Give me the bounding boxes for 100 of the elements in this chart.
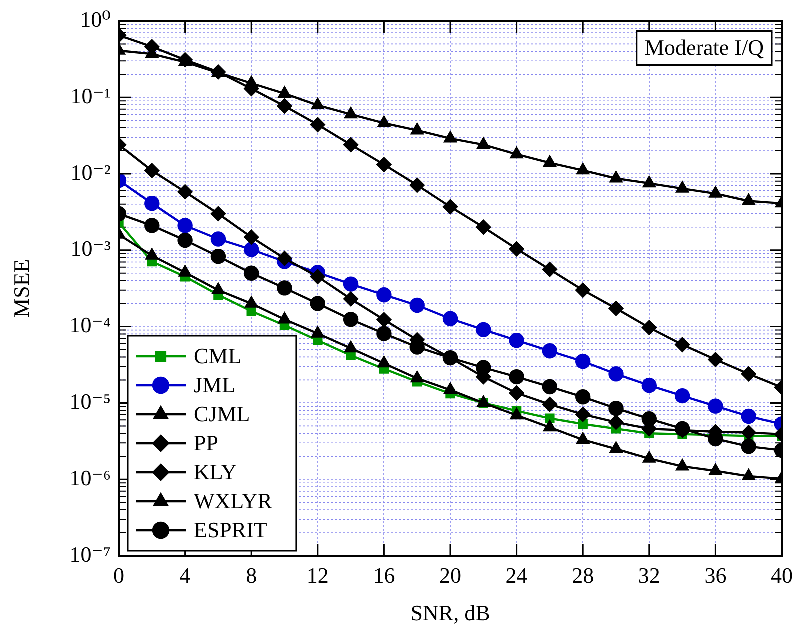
point [410, 178, 425, 193]
point [509, 369, 524, 385]
point [476, 360, 492, 376]
point [144, 196, 160, 212]
point [145, 248, 159, 260]
x-axis-title: SNR, dB [410, 600, 490, 626]
point [344, 106, 358, 119]
point [278, 312, 292, 324]
x-tick-label: 12 [306, 562, 329, 588]
point [244, 242, 260, 258]
point [509, 386, 524, 401]
point [576, 354, 591, 370]
point [576, 162, 590, 175]
point [178, 265, 192, 277]
point [410, 298, 425, 314]
point [410, 122, 424, 135]
point [642, 411, 657, 427]
x-tick-label: 28 [572, 562, 594, 588]
point [343, 276, 359, 292]
point [510, 146, 524, 159]
point [576, 282, 591, 298]
point [310, 269, 326, 284]
point [610, 171, 623, 183]
point [442, 311, 458, 326]
point [542, 396, 558, 412]
x-tick-label: 0 [114, 562, 124, 588]
point [543, 155, 557, 168]
point [378, 116, 391, 128]
point [376, 287, 392, 303]
point [210, 248, 226, 264]
point [741, 425, 756, 440]
point [444, 131, 458, 143]
point [542, 344, 558, 359]
point [244, 266, 260, 281]
point [144, 163, 160, 178]
x-tick-label: 24 [506, 562, 528, 588]
legend-label: CJML [194, 401, 250, 426]
point [476, 322, 492, 338]
point [708, 398, 724, 414]
point [476, 137, 490, 150]
point [310, 296, 326, 312]
point [277, 98, 292, 114]
point [608, 366, 624, 382]
point [310, 117, 326, 132]
y-tick-label: 10⁻⁶ [70, 465, 111, 490]
x-tick-label: 20 [440, 562, 462, 588]
point [542, 262, 558, 278]
y-tick-label: 10⁰ [80, 6, 112, 32]
x-tick-label: 40 [771, 562, 793, 588]
point [542, 379, 558, 395]
point [178, 184, 193, 200]
point [144, 218, 160, 234]
legend-label: ESPRIT [194, 517, 268, 542]
point [576, 406, 591, 422]
x-tick-label: 32 [638, 562, 660, 588]
point [742, 194, 756, 206]
point [244, 230, 260, 245]
x-tick-label: 8 [246, 562, 258, 588]
point [642, 320, 657, 336]
point [509, 242, 524, 257]
point [741, 366, 756, 382]
point [277, 280, 292, 296]
point [178, 218, 193, 234]
legend-label: PP [194, 430, 218, 456]
point [642, 176, 656, 188]
point [674, 337, 690, 352]
point [642, 378, 657, 394]
point [311, 98, 325, 110]
point [442, 199, 458, 215]
point [343, 292, 359, 307]
x-tick-label: 4 [180, 562, 191, 588]
point [578, 419, 588, 430]
point [376, 326, 392, 342]
point [376, 312, 392, 328]
point [608, 400, 624, 416]
point [476, 220, 492, 235]
y-tick-label: 10⁻² [70, 160, 112, 185]
y-tick-label: 10⁻¹ [70, 83, 111, 108]
point [608, 301, 624, 316]
point [277, 251, 292, 266]
x-tick-label: 16 [373, 562, 396, 588]
annotation: Moderate I/Q [644, 34, 764, 60]
point [741, 408, 756, 424]
point [278, 86, 292, 98]
point [709, 186, 722, 198]
point [343, 312, 359, 328]
legend-label: CML [194, 343, 242, 368]
point [244, 76, 258, 88]
y-tick-label: 10⁻⁷ [70, 542, 111, 567]
point [509, 332, 524, 348]
point [442, 350, 458, 366]
legend-label: WXLYR [194, 488, 273, 514]
point [376, 157, 392, 172]
y-tick-label: 10⁻⁴ [70, 312, 112, 338]
x-tick-label: 36 [704, 562, 727, 588]
point [676, 181, 690, 193]
y-tick-label: 10⁻⁵ [70, 388, 111, 414]
legend-label: JML [194, 372, 236, 398]
point [741, 439, 756, 454]
point [210, 206, 226, 222]
